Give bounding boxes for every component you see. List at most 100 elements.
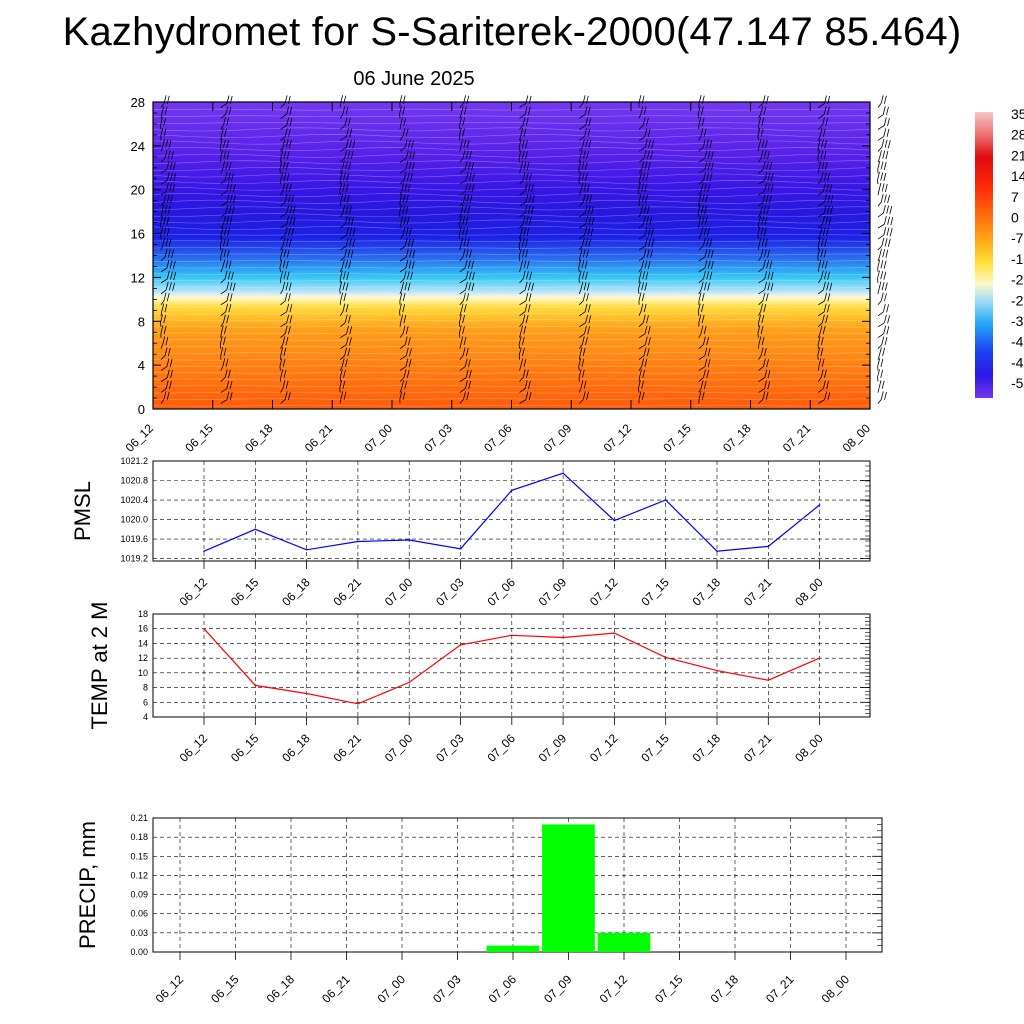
section-y-axis: 0 4 8 12 16 20 24 28 — [131, 95, 870, 417]
wind-barb — [280, 303, 293, 317]
wind-barb — [638, 270, 649, 283]
wind-barb — [638, 215, 653, 229]
colorbar: 35 28 21 14 7 0 -7 -1 -2 -2 -3 -4 -4 -5 — [975, 106, 1024, 398]
data-point — [613, 519, 616, 522]
wind-barb — [220, 314, 229, 328]
wind-barb — [518, 347, 525, 360]
wind-barb — [399, 336, 411, 350]
x-tick-label: 07_21 — [763, 972, 797, 1006]
wind-barb — [877, 314, 890, 328]
data-point — [408, 681, 411, 684]
wind-barb — [339, 193, 350, 207]
x-tick-label: 07_12 — [601, 421, 635, 455]
x-tick-label: 06_21 — [331, 575, 365, 609]
wind-barb — [758, 183, 774, 196]
wind-barb — [758, 270, 774, 284]
wind-barb — [459, 369, 472, 382]
wind-barb — [818, 380, 829, 393]
wind-barb — [638, 292, 645, 305]
wind-barb — [399, 182, 411, 196]
wind-barb — [519, 183, 534, 196]
wind-barb — [160, 358, 173, 371]
colorbar-label: 21 — [1011, 147, 1024, 163]
y-tick-label: 6 — [143, 697, 148, 707]
y-tick-label: 0.09 — [130, 890, 148, 900]
contour-line — [152, 345, 870, 348]
wind-barb — [757, 325, 764, 338]
wind-barb — [160, 270, 177, 284]
wind-barb — [459, 106, 467, 119]
wind-barb — [519, 205, 534, 218]
wind-barb — [638, 238, 655, 251]
wind-barb — [220, 391, 233, 404]
wind-barb — [220, 150, 230, 163]
wind-barb — [578, 259, 588, 272]
wind-barb — [280, 347, 287, 360]
wind-barb — [638, 139, 655, 152]
wind-barb — [578, 160, 588, 174]
wind-barb — [339, 106, 349, 119]
wind-barb — [579, 325, 591, 339]
wind-barb — [220, 183, 236, 196]
x-tick-label: 07_15 — [638, 731, 672, 765]
contour-line — [152, 365, 871, 367]
y-tick-label: 14 — [138, 638, 148, 648]
contour-line — [153, 371, 871, 374]
contour-line — [152, 240, 871, 242]
wind-barb — [220, 248, 230, 261]
wind-barb — [340, 325, 353, 339]
wind-barb — [399, 215, 410, 229]
wind-barb — [877, 358, 884, 371]
data-point — [408, 539, 411, 541]
x-tick-label: 08_00 — [840, 421, 874, 455]
wind-barb — [160, 117, 167, 130]
wind-barb — [818, 303, 830, 317]
wind-barb — [698, 347, 711, 361]
wind-barb — [160, 259, 176, 273]
wind-barb — [399, 150, 416, 163]
wind-barb — [758, 369, 771, 382]
x-tick-label: 07_21 — [741, 731, 775, 765]
contour-line — [152, 266, 871, 269]
wind-barb — [877, 216, 894, 229]
wind-barb — [579, 128, 591, 141]
x-tick-label: 07_09 — [541, 421, 575, 455]
data-point — [818, 504, 821, 506]
wind-barb — [219, 237, 229, 251]
y-tick-label: 0.06 — [130, 909, 148, 919]
wind-barb — [339, 259, 352, 273]
wind-barb — [638, 325, 651, 339]
wind-barb — [399, 347, 412, 361]
wind-barb — [638, 281, 648, 294]
wind-barb — [698, 380, 707, 393]
wind-barb — [579, 226, 594, 240]
wind-barb — [818, 292, 831, 306]
wind-barb — [160, 215, 170, 229]
wind-barb — [877, 325, 890, 339]
contour-line — [152, 286, 871, 289]
wind-barb — [758, 303, 767, 316]
wind-barb — [519, 194, 535, 207]
wind-barb — [877, 182, 888, 196]
wind-barb — [340, 336, 352, 350]
wind-barb — [638, 171, 649, 185]
wind-barb — [758, 172, 774, 185]
wind-barb — [459, 380, 471, 393]
wind-barb — [459, 358, 471, 371]
wind-barb — [459, 303, 467, 316]
wind-barb — [579, 193, 592, 207]
wind-barb — [160, 150, 174, 163]
wind-barb — [758, 237, 768, 251]
wind-barb — [698, 314, 705, 327]
wind-barb — [280, 150, 290, 163]
wind-barb — [578, 380, 587, 393]
wind-barb — [459, 259, 474, 273]
contour-line — [152, 180, 871, 184]
x-tick-label: 07_06 — [484, 575, 518, 609]
contour-line — [152, 199, 871, 204]
wind-barb — [399, 270, 413, 284]
wind-barb — [339, 369, 346, 382]
wind-barb — [280, 248, 290, 262]
wind-barb — [340, 117, 351, 130]
